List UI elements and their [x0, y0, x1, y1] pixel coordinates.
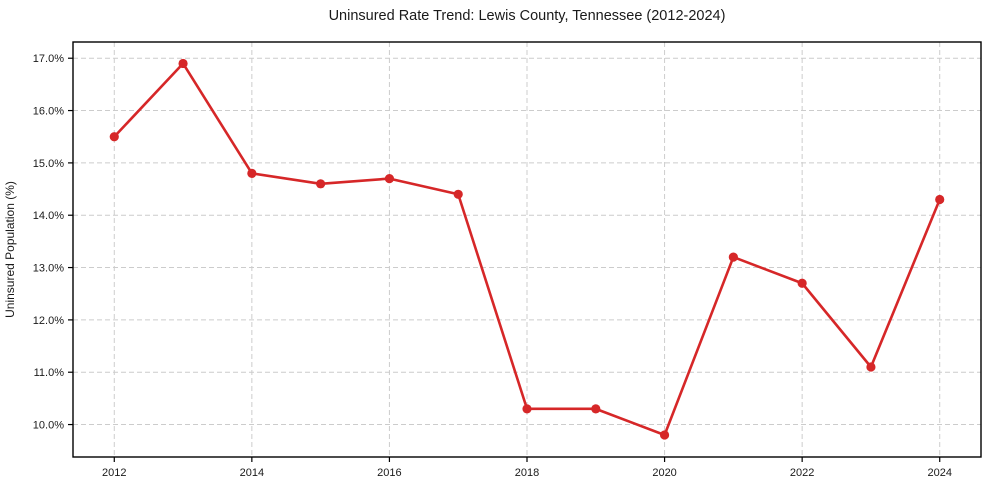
- data-point-marker: [384, 173, 395, 184]
- x-tick-label: 2014: [240, 467, 264, 479]
- y-tick-label: 15.0%: [33, 158, 64, 170]
- data-point-marker: [866, 362, 876, 372]
- x-tick-label: 2024: [927, 467, 951, 479]
- y-tick-label: 11.0%: [34, 367, 65, 379]
- x-tick-label: 2016: [377, 467, 401, 479]
- y-tick-label: 14.0%: [33, 210, 64, 222]
- x-tick-label: 2022: [790, 467, 814, 479]
- data-point-marker: [109, 132, 119, 142]
- data-point-marker: [178, 58, 188, 69]
- data-point-marker: [522, 404, 532, 414]
- y-tick-label: 17.0%: [33, 53, 64, 65]
- axis-tick-labels: 10.0% 11.0% 12.0% 13.0% 14.0% 15.0% 16.0% 17.0%…: [33, 53, 952, 479]
- data-point-marker: [247, 168, 257, 178]
- y-axis-label: Uninsured Population (%): [3, 181, 17, 318]
- data-point-marker: [935, 194, 945, 205]
- data-point-marker: [591, 404, 601, 414]
- y-tick-label: 13.0%: [33, 263, 64, 275]
- chart-title: Uninsured Rate Trend: Lewis County, Tenn…: [329, 8, 726, 24]
- y-tick-label: 16.0%: [33, 106, 64, 118]
- y-tick-label: 10.0%: [33, 420, 64, 432]
- axis-ticks: [68, 57, 941, 462]
- y-tick-label: 12.0%: [33, 315, 64, 327]
- x-tick-label: 2018: [515, 467, 539, 479]
- data-point-marker: [453, 189, 463, 199]
- data-point-marker: [659, 430, 670, 440]
- data-point-marker: [316, 179, 326, 189]
- trend-line-series: [109, 58, 945, 440]
- gridlines: [73, 42, 981, 457]
- x-tick-label: 2012: [102, 467, 126, 479]
- data-point-marker: [728, 252, 738, 262]
- x-tick-label: 2020: [652, 467, 676, 479]
- data-point-marker: [797, 278, 807, 288]
- plot-border: [72, 41, 982, 458]
